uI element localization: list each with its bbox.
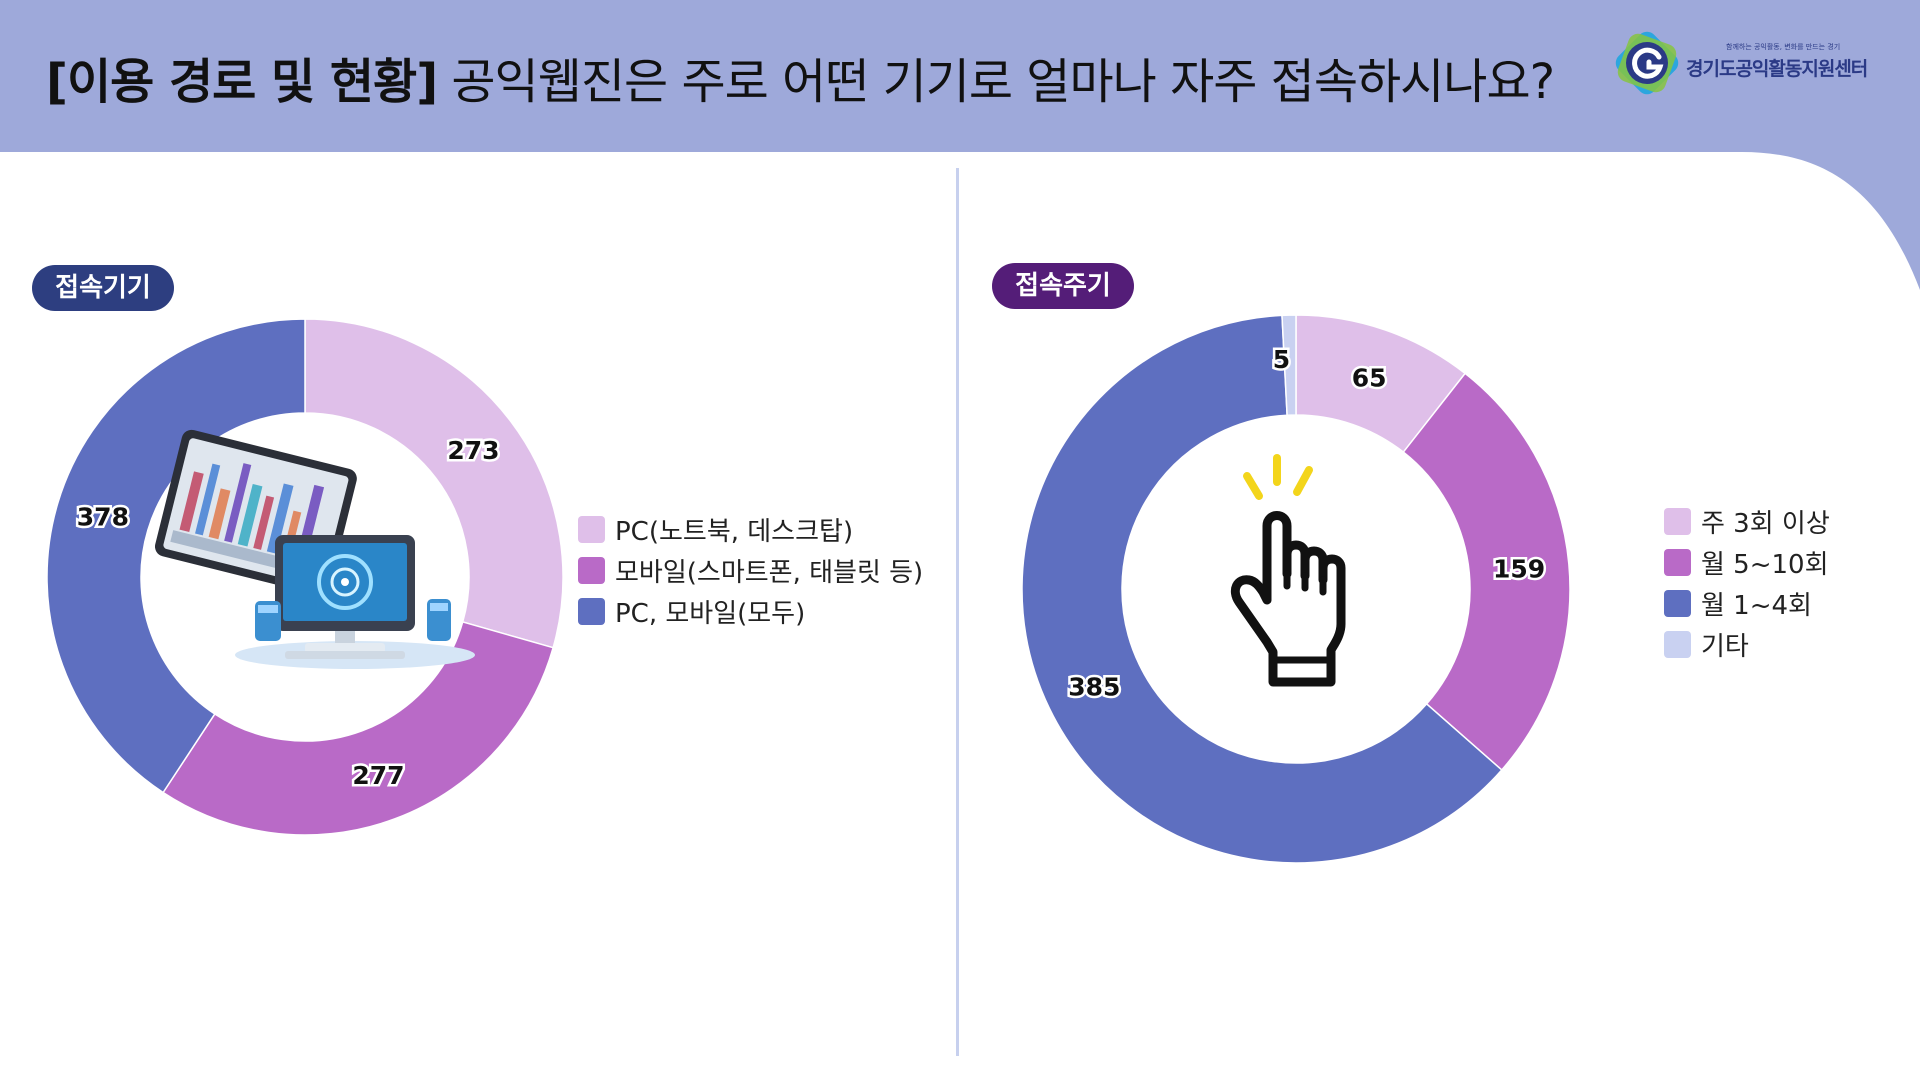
device-legend-swatch xyxy=(578,557,605,584)
frequency-legend-swatch xyxy=(1664,590,1691,617)
pointing-hand-click-icon xyxy=(1230,454,1346,687)
page-title: [이용 경로 및 현황] 공익웹진은 주로 어떤 기기로 얼마나 자주 접속하시… xyxy=(46,42,1555,112)
device-legend-label: PC, 모바일(모두) xyxy=(615,599,806,629)
device-badge: 접속기기 xyxy=(32,265,174,311)
device-legend-swatch xyxy=(578,598,605,625)
device-legend-label: PC(노트북, 데스크탑) xyxy=(615,517,854,547)
frequency-legend-item-1: 주 3회 이상 xyxy=(1664,501,1830,542)
frequency-legend-label: 주 3회 이상 xyxy=(1701,509,1830,539)
frequency-data-label-2: 159 xyxy=(1493,554,1545,583)
frequency-legend-item-3: 월 1~4회 xyxy=(1664,583,1830,624)
device-legend-label: 모바일(스마트폰, 태블릿 등) xyxy=(615,558,924,588)
device-slice-2 xyxy=(162,621,555,836)
frequency-slice-3 xyxy=(1021,314,1503,864)
frequency-legend-label: 기타 xyxy=(1701,632,1749,662)
device-legend: PC(노트북, 데스크탑) 모바일(스마트폰, 태블릿 등) PC, 모바일(모두) xyxy=(578,509,923,632)
logo-name: 경기도공익활동지원센터 xyxy=(1686,58,1868,80)
section-divider xyxy=(956,168,959,1056)
device-slice-3 xyxy=(46,318,306,794)
frequency-slice-4 xyxy=(1281,314,1297,417)
frequency-legend-swatch xyxy=(1664,508,1691,535)
device-legend-item-3: PC, 모바일(모두) xyxy=(578,591,923,632)
frequency-legend-swatch xyxy=(1664,631,1691,658)
frequency-data-label-3: 385 xyxy=(1068,672,1120,701)
frequency-legend-label: 월 5~10회 xyxy=(1701,550,1829,580)
frequency-legend-label: 월 1~4회 xyxy=(1701,591,1812,621)
org-logo: 함께하는 공익활동, 변화를 만드는 경기 경기도공익활동지원센터 xyxy=(1608,26,1908,102)
logo-mark-icon xyxy=(1615,31,1679,95)
device-data-label-3: 378 xyxy=(77,502,129,531)
device-data-label-2: 277 xyxy=(352,761,404,790)
frequency-data-label-1: 65 xyxy=(1352,363,1387,392)
title-topic: [이용 경로 및 현황] xyxy=(46,54,438,110)
frequency-slice-2 xyxy=(1402,372,1571,772)
frequency-badge: 접속주기 xyxy=(992,263,1134,309)
tablet-and-computer-illustration-icon xyxy=(155,429,475,669)
device-legend-swatch xyxy=(578,516,605,543)
device-data-label-1: 273 xyxy=(447,436,499,465)
device-legend-item-2: 모바일(스마트폰, 태블릿 등) xyxy=(578,550,923,591)
frequency-legend-item-4: 기타 xyxy=(1664,624,1830,665)
device-legend-item-1: PC(노트북, 데스크탑) xyxy=(578,509,923,550)
logo-tagline: 함께하는 공익활동, 변화를 만드는 경기 xyxy=(1726,43,1841,51)
frequency-legend-swatch xyxy=(1664,549,1691,576)
frequency-legend-item-2: 월 5~10회 xyxy=(1664,542,1830,583)
frequency-data-label-4: 5 xyxy=(1273,345,1290,374)
title-question: 공익웹진은 주로 어떤 기기로 얼마나 자주 접속하시나요? xyxy=(437,54,1555,110)
device-slice-1 xyxy=(304,318,564,649)
